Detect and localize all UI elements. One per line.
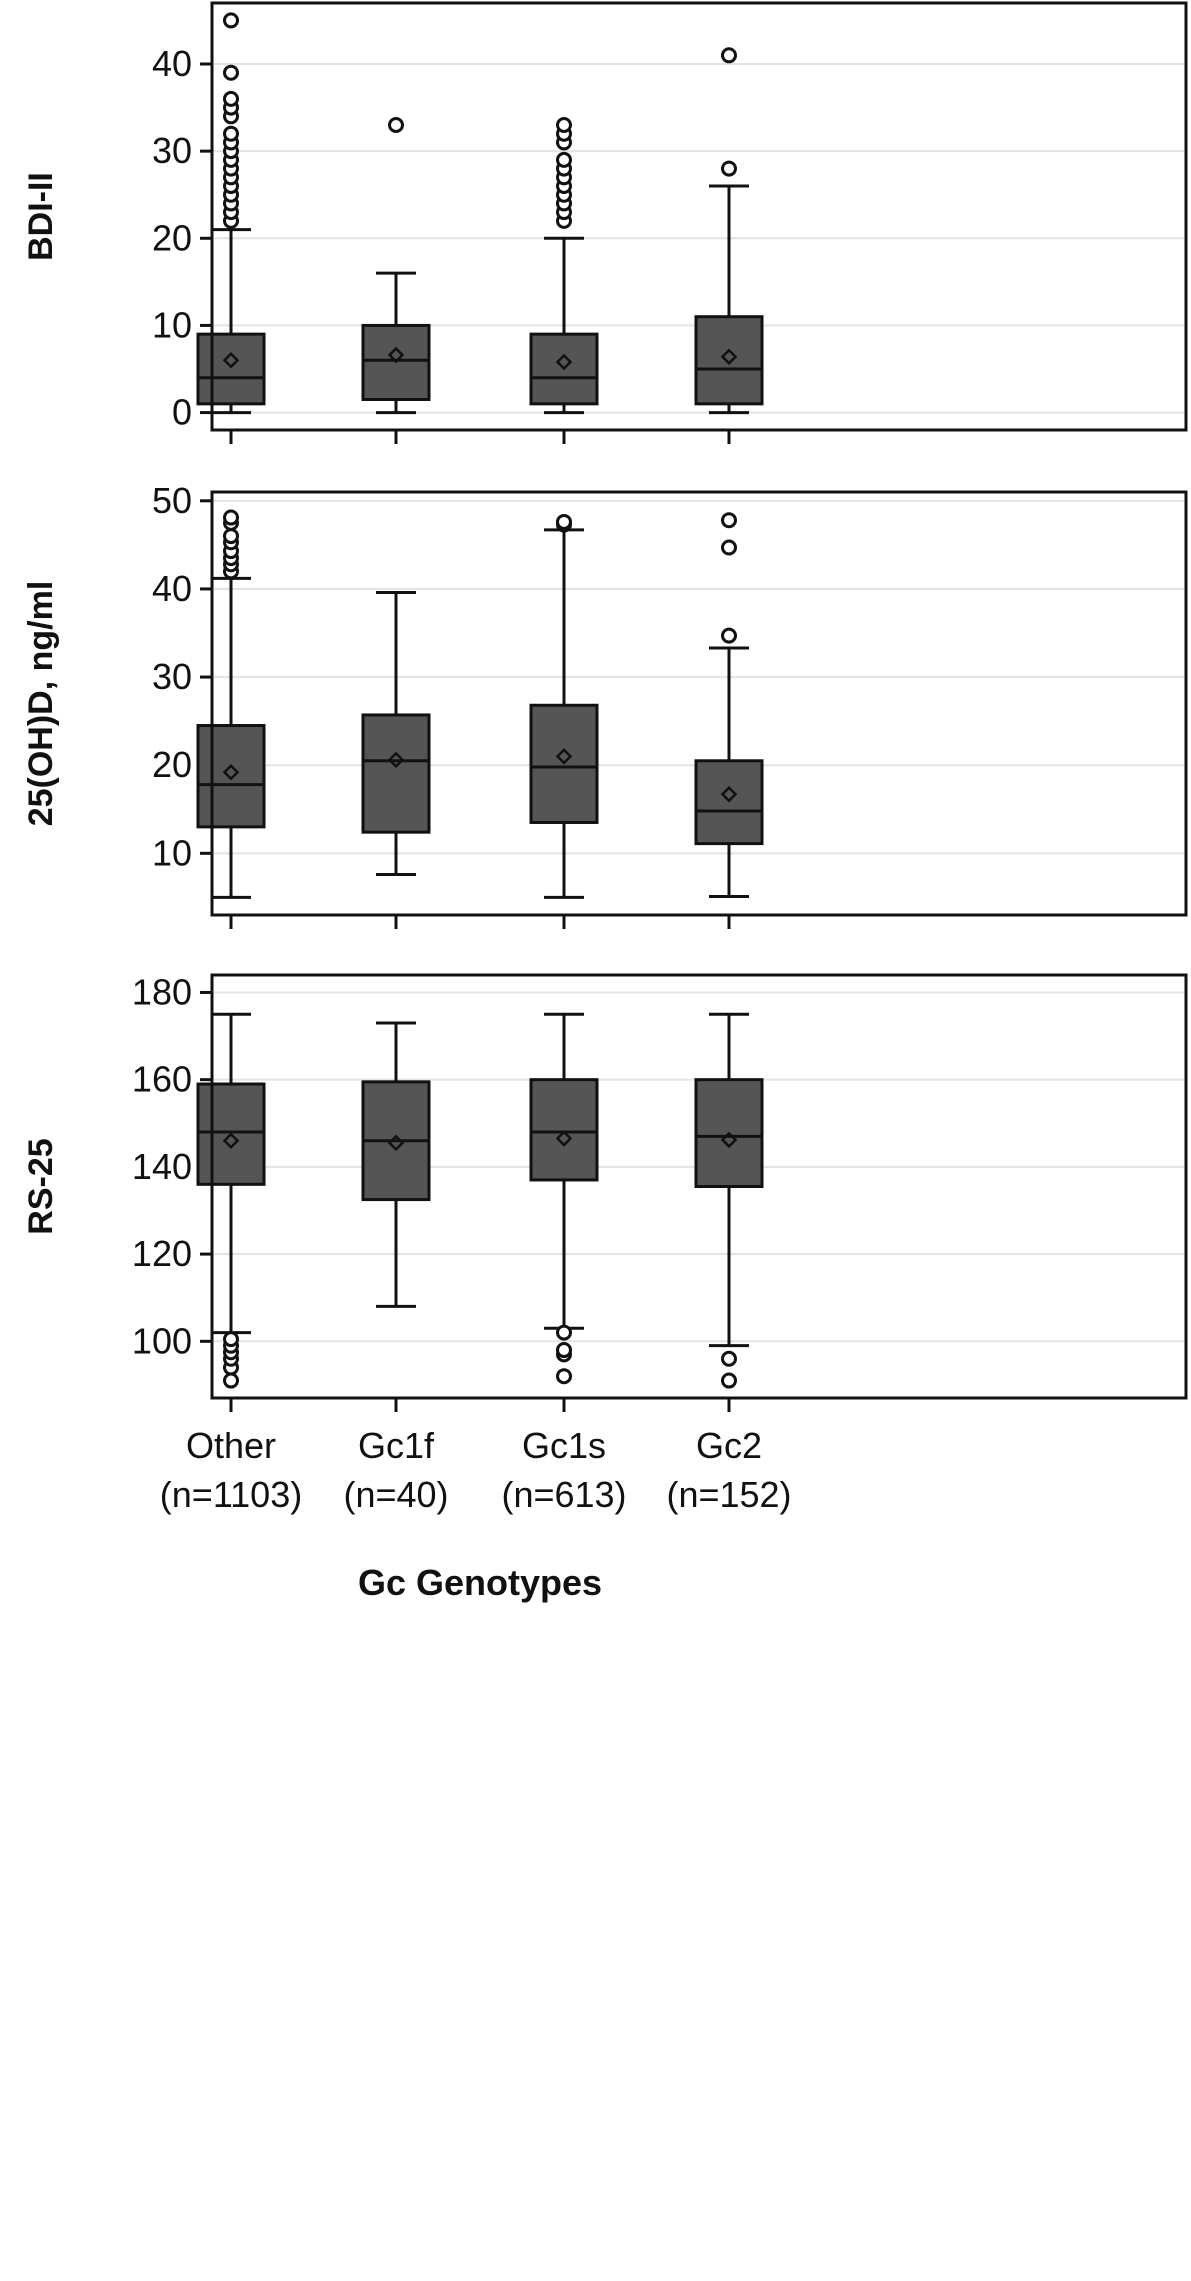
plot-frame	[210, 1, 1188, 432]
x-axis-label: Gc Genotypes	[358, 1562, 602, 1603]
outlier-point	[223, 12, 239, 29]
outlier-point	[388, 117, 404, 133]
iqr-box	[196, 724, 266, 829]
y-tick-label: 30	[152, 130, 192, 171]
outlier-point	[721, 512, 737, 529]
outlier-point	[721, 1372, 737, 1389]
x-category-name: Gc1f	[358, 1425, 435, 1466]
outlier-point	[223, 125, 239, 142]
panel-1: 0 10 20 30 40 BDI-II	[22, 1, 1188, 444]
outlier-point	[556, 1342, 572, 1359]
y-tick-label: 100	[132, 1320, 192, 1361]
iqr-box	[361, 323, 431, 401]
mean-marker	[222, 763, 240, 781]
outlier-point	[223, 528, 239, 545]
y-axis-label: BDI-II	[22, 172, 60, 261]
box-gc2	[694, 47, 764, 415]
outlier-point	[223, 90, 239, 107]
y-tick-label: 40	[152, 43, 192, 84]
box-other	[196, 12, 266, 415]
x-category-name: Gc2	[696, 1425, 762, 1466]
mean-marker	[720, 348, 738, 366]
y-tick-label: 160	[132, 1059, 192, 1100]
y-tick-label: 50	[152, 480, 192, 521]
box-other	[196, 509, 266, 899]
y-tick-label: 140	[132, 1146, 192, 1187]
box-gc2	[694, 512, 764, 898]
panel-3: 100 120 140 160 180 RS-25	[22, 971, 1188, 1412]
x-category-name: Gc1s	[522, 1425, 606, 1466]
box-gc1f	[361, 590, 431, 876]
x-category-labels: Other (n=1103) Gc1f (n=40) Gc1s (n=613) Gc2 (n=…	[160, 1425, 792, 1515]
iqr-box	[196, 332, 266, 406]
y-tick-label: 10	[152, 304, 192, 345]
outlier-point	[556, 117, 572, 133]
mean-marker	[222, 352, 240, 369]
mean-marker	[387, 1134, 405, 1152]
outlier-point	[721, 1350, 737, 1367]
mean-marker	[555, 1130, 573, 1147]
box-gc2	[694, 1012, 764, 1389]
y-tick-label: 180	[132, 971, 192, 1012]
y-tick-label: 120	[132, 1233, 192, 1274]
outlier-point	[223, 64, 239, 81]
outlier-point	[556, 1324, 572, 1341]
iqr-box	[694, 315, 764, 406]
plot-frame	[210, 490, 1188, 917]
x-category-name: Other	[186, 1425, 276, 1466]
outlier-point	[556, 151, 572, 168]
box-gc1s	[529, 117, 599, 415]
box-gc1s	[529, 513, 599, 899]
outlier-point	[223, 1331, 239, 1348]
iqr-box	[361, 713, 431, 834]
mean-marker	[555, 353, 573, 371]
x-category-count: (n=40)	[343, 1474, 448, 1515]
y-tick-label: 20	[152, 744, 192, 785]
outlier-point	[556, 1368, 572, 1385]
mean-marker	[720, 786, 738, 803]
outlier-point	[721, 47, 737, 64]
y-axis-label: 25(OH)D, ng/ml	[22, 581, 60, 827]
box-gc1f	[361, 1021, 431, 1308]
mean-marker	[720, 1131, 738, 1149]
outlier-point	[556, 513, 572, 530]
x-category-count: (n=1103)	[160, 1474, 302, 1515]
outlier-point	[721, 627, 737, 644]
x-category-count: (n=613)	[501, 1474, 626, 1515]
x-category-count: (n=152)	[666, 1474, 791, 1515]
panel-2: 10 20 30 40 50 25(OH)D, ng/ml	[22, 480, 1188, 929]
mean-marker	[222, 1132, 240, 1149]
mean-marker	[555, 748, 573, 765]
y-tick-label: 10	[152, 832, 192, 873]
box-gc1s	[529, 1012, 599, 1385]
outlier-point	[721, 539, 737, 556]
mean-marker	[387, 751, 405, 769]
outlier-point	[223, 1372, 239, 1389]
y-tick-label: 20	[152, 217, 192, 258]
iqr-box	[529, 1078, 599, 1182]
box-other	[196, 1012, 266, 1389]
y-tick-label: 30	[152, 656, 192, 697]
plot-frame	[210, 973, 1188, 1400]
outlier-point	[223, 509, 239, 526]
mean-marker	[387, 346, 405, 364]
outlier-point	[721, 160, 737, 177]
box-gc1f	[361, 117, 431, 415]
y-axis-label: RS-25	[22, 1138, 60, 1234]
y-tick-label: 0	[172, 392, 192, 433]
y-tick-label: 40	[152, 568, 192, 609]
